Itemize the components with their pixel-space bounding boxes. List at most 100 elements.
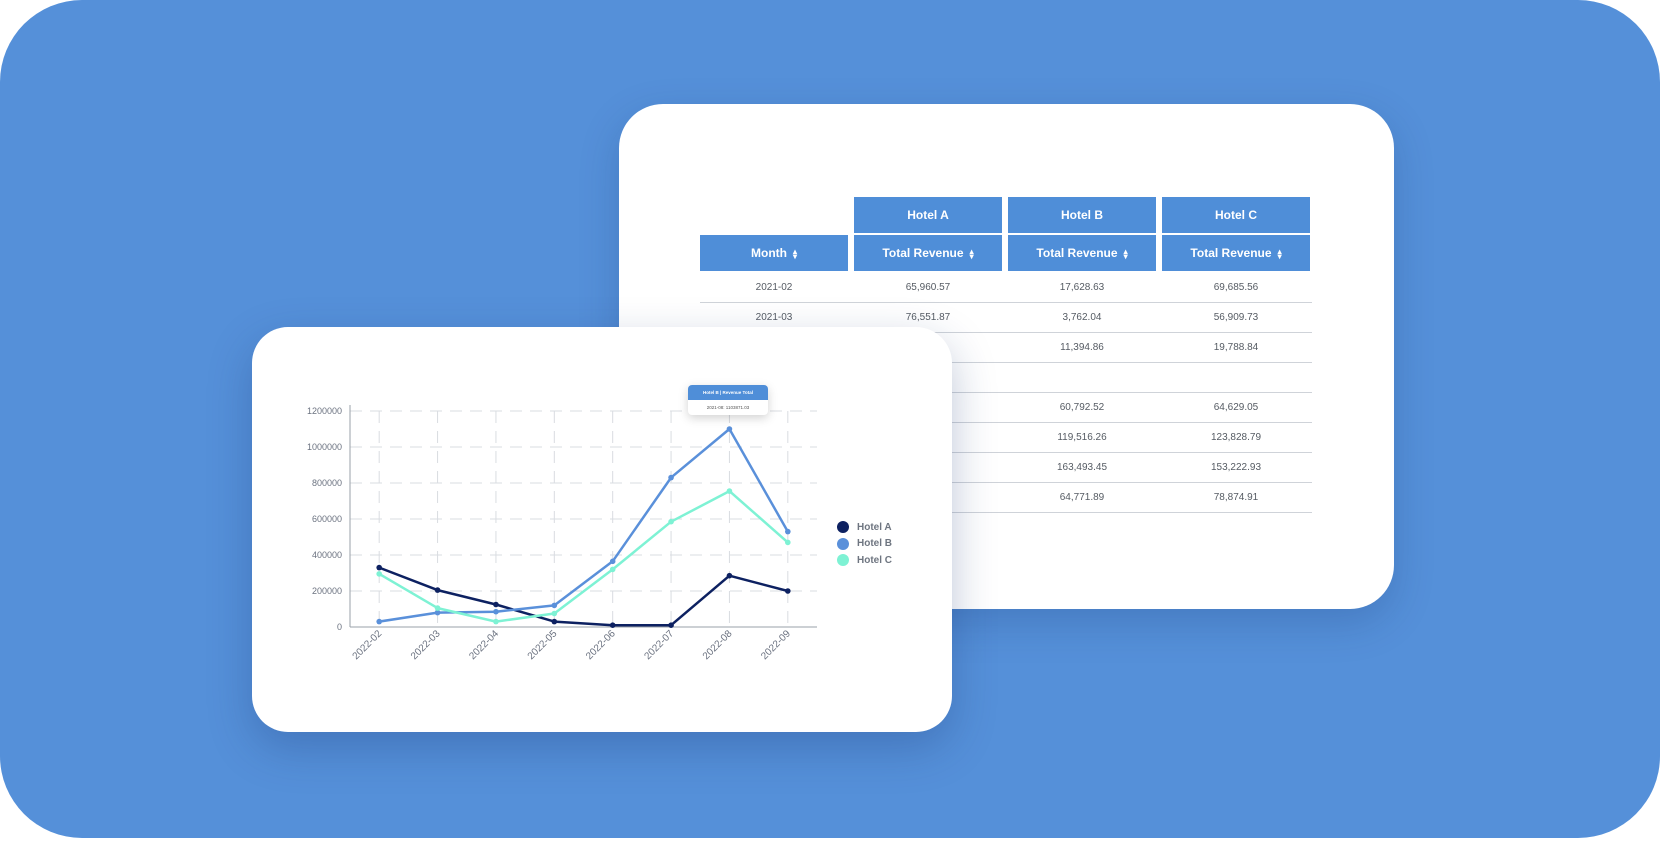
- sort-icon[interactable]: ▴ ▾: [969, 247, 974, 261]
- y-tick-label: 1200000: [307, 406, 342, 416]
- data-point: [726, 572, 733, 579]
- table-row: 2021-02 65,960.57 17,628.63 69,685.56: [700, 272, 1312, 303]
- table-row: 60,792.52 64,629.05: [700, 392, 1312, 423]
- legend-label: Hotel B: [857, 538, 892, 550]
- table-cell: 119,516.26: [1057, 431, 1107, 443]
- legend-swatch: [837, 554, 849, 567]
- tooltip-value: 2021-08: 1103871.03: [706, 405, 750, 410]
- data-point: [493, 608, 499, 615]
- table-cell: 64,629.05: [1213, 401, 1259, 413]
- data-point: [376, 618, 382, 625]
- data-point: [551, 618, 558, 625]
- group-header-hotel-c: Hotel C: [1162, 197, 1310, 233]
- x-tick-label: 2022-05: [526, 628, 560, 662]
- table-cell: [1162, 362, 1310, 392]
- group-header-hotel-a: Hotel A: [854, 197, 1002, 233]
- series-line: [378, 489, 789, 623]
- legend-swatch: [837, 521, 849, 534]
- legend-swatch: [837, 537, 849, 550]
- data-point: [726, 488, 733, 494]
- x-tick-label: 2022-08: [701, 628, 735, 662]
- y-tick-label: 200000: [312, 586, 342, 596]
- chart-tooltip: Hotel B | Revenue Total 2021-08: 1103871…: [688, 385, 768, 415]
- series-line: [378, 566, 789, 627]
- column-header-hotel-c-revenue[interactable]: Total Revenue ▴ ▾: [1162, 235, 1310, 271]
- data-point: [551, 610, 558, 617]
- table-cell: 153,222.93: [1210, 461, 1262, 473]
- chart-legend: Hotel A Hotel B Hotel C: [837, 519, 892, 569]
- sort-icon[interactable]: ▴ ▾: [1277, 247, 1282, 261]
- legend-item-hotel-c[interactable]: Hotel C: [837, 552, 892, 569]
- table-cell: 17,628.63: [1059, 281, 1105, 293]
- sort-icon[interactable]: ▴ ▾: [792, 247, 797, 261]
- table-row: 64,771.89 78,874.91: [700, 482, 1312, 513]
- table-cell: 56,909.73: [1213, 311, 1259, 323]
- data-point: [376, 564, 382, 571]
- column-header-label: Month: [751, 246, 787, 260]
- x-tick-label: 2022-06: [584, 628, 618, 662]
- data-point: [668, 474, 674, 481]
- series-line: [378, 427, 789, 623]
- table-cell: [1008, 362, 1156, 392]
- table-cell: 76,551.87: [905, 311, 951, 323]
- data-point: [434, 587, 441, 593]
- column-header-hotel-a-revenue[interactable]: Total Revenue ▴ ▾: [854, 235, 1002, 271]
- column-header-month[interactable]: Month ▴ ▾: [700, 235, 848, 271]
- table-cell: 2021-02: [755, 281, 793, 293]
- x-tick-label: 2022-04: [467, 628, 501, 662]
- table-cell: 69,685.56: [1213, 281, 1259, 293]
- x-tick-label: 2022-09: [759, 628, 793, 662]
- tooltip-title: Hotel B | Revenue Total: [688, 385, 768, 400]
- x-tick-label: 2022-03: [409, 628, 443, 662]
- data-point: [785, 588, 791, 594]
- data-point: [668, 622, 674, 628]
- y-tick-label: 400000: [312, 550, 342, 560]
- revenue-chart-card: 0 200000 400000 600000 800000 1000000 1200000 2…: [252, 327, 952, 732]
- data-point: [609, 566, 616, 573]
- line-chart: 0 200000 400000 600000 800000 1000000 1200000 2…: [307, 405, 817, 662]
- y-tick-label: 800000: [312, 478, 342, 488]
- table-row: [700, 362, 1312, 393]
- data-point: [493, 618, 499, 625]
- column-header-label: Total Revenue: [1036, 246, 1118, 260]
- table-cell: 163,493.45: [1056, 461, 1108, 473]
- data-point: [493, 601, 499, 608]
- x-tick-label: 2022-02: [351, 628, 385, 662]
- table-row: 11,394.86 19,788.84: [700, 332, 1312, 363]
- group-header-hotel-b: Hotel B: [1008, 197, 1156, 233]
- data-point: [434, 609, 441, 616]
- table-row: 2021-03 76,551.87 3,762.04 56,909.73: [700, 302, 1312, 333]
- legend-item-hotel-b[interactable]: Hotel B: [837, 536, 892, 553]
- legend-label: Hotel C: [857, 554, 892, 566]
- table-cell: 123,828.79: [1210, 431, 1262, 443]
- y-tick-label: 0: [337, 622, 342, 632]
- data-point: [726, 426, 733, 432]
- data-point: [609, 622, 616, 628]
- table-cell: 19,788.84: [1213, 341, 1259, 353]
- data-point: [785, 528, 791, 535]
- column-header-label: Total Revenue: [882, 246, 964, 260]
- table-cell: 3,762.04: [1062, 311, 1102, 323]
- y-tick-label: 600000: [312, 514, 342, 524]
- table-cell: 2021-03: [755, 311, 793, 323]
- data-point: [609, 558, 616, 565]
- column-header-label: Total Revenue: [1190, 246, 1272, 260]
- x-tick-label: 2022-07: [642, 628, 676, 662]
- data-point: [551, 602, 558, 609]
- table-row: 119,516.26 123,828.79: [700, 422, 1312, 453]
- data-point: [668, 518, 674, 525]
- data-point: [376, 571, 382, 577]
- y-tick-label: 1000000: [307, 442, 342, 452]
- table-cell: 78,874.91: [1213, 491, 1259, 503]
- table-cell: 65,960.57: [905, 281, 951, 293]
- data-point: [434, 605, 441, 611]
- legend-label: Hotel A: [857, 521, 892, 533]
- table-cell: 11,394.86: [1060, 341, 1104, 353]
- sort-icon[interactable]: ▴ ▾: [1123, 247, 1128, 261]
- table-cell: 60,792.52: [1059, 401, 1105, 413]
- column-header-hotel-b-revenue[interactable]: Total Revenue ▴ ▾: [1008, 235, 1156, 271]
- table-row: 163,493.45 153,222.93: [700, 452, 1312, 483]
- legend-item-hotel-a[interactable]: Hotel A: [837, 519, 892, 536]
- data-point: [785, 539, 791, 546]
- table-cell: 64,771.89: [1059, 491, 1105, 503]
